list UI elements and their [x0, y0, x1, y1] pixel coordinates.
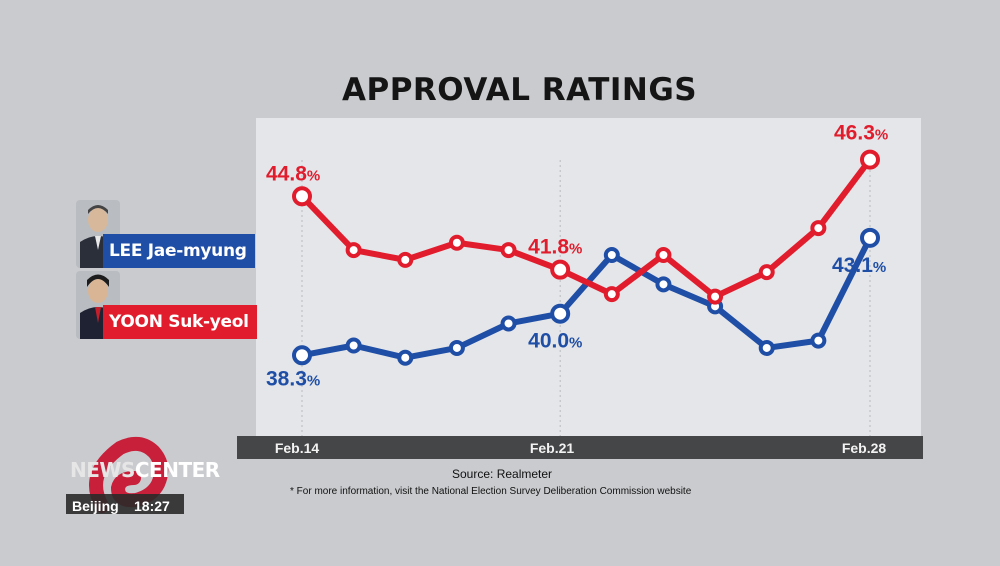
data-point [292, 345, 312, 366]
x-tick-label: Feb.28 [841, 440, 887, 456]
logo-news: NEWS [70, 458, 135, 482]
x-tick-label: Feb.14 [274, 440, 320, 456]
logo-text: NEWSCENTER [70, 458, 220, 482]
logo-center: CENTER [134, 458, 220, 482]
x-tick-label: Feb.21 [529, 440, 575, 456]
data-label: 43.1% [832, 254, 886, 277]
logo-city: Beijing [72, 498, 119, 514]
logo-time: 18:27 [134, 498, 170, 514]
data-point [500, 315, 517, 332]
data-point [345, 242, 362, 259]
x-axis-bar: Feb.14 Feb.21 Feb.28 [237, 436, 923, 459]
data-point [292, 186, 312, 207]
data-label: 41.8% [528, 236, 582, 259]
footnote: * For more information, visit the Nation… [290, 486, 692, 497]
series-line [299, 157, 873, 300]
data-point [448, 339, 465, 356]
news-center-logo: NEWSCENTER Beijing 18:27 [62, 436, 220, 526]
data-point [345, 337, 362, 354]
data-point [758, 339, 775, 356]
data-label: 40.0% [528, 330, 582, 353]
data-point [448, 234, 465, 251]
data-point [758, 264, 775, 281]
data-point [550, 259, 571, 280]
legend-label-lee: LEE Jae-myung [103, 234, 255, 268]
data-point [707, 288, 724, 305]
data-label: 38.3% [266, 367, 320, 390]
data-label: 44.8% [266, 162, 320, 185]
chart-title: APPROVAL RATINGS [342, 72, 698, 108]
legend-label-yoon: YOON Suk-yeol [103, 305, 257, 339]
source-note: Source: Realmeter [452, 467, 553, 481]
arirang-logo-icon [66, 436, 184, 514]
data-point [397, 349, 414, 366]
data-point [500, 242, 517, 259]
data-point [810, 220, 827, 237]
data-point [860, 227, 880, 248]
data-point [603, 246, 620, 263]
data-point [810, 332, 827, 349]
data-point [550, 303, 571, 324]
data-point [860, 149, 880, 170]
data-point [655, 246, 672, 263]
data-label: 46.3% [834, 122, 888, 145]
data-point [397, 251, 414, 268]
data-point [655, 276, 672, 293]
data-point [603, 286, 620, 303]
